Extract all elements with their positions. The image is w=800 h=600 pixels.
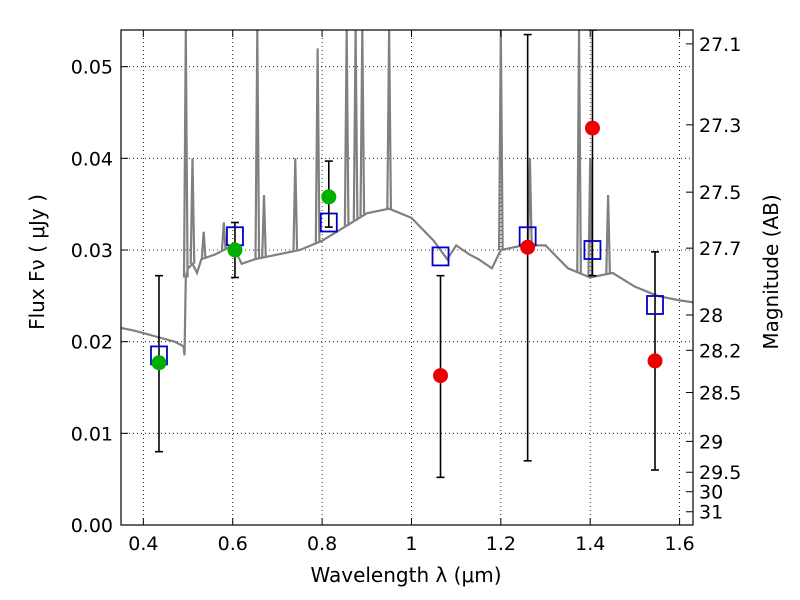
detection-point (227, 242, 243, 258)
emission-line (497, 30, 504, 251)
emission-line (220, 222, 227, 251)
magnitude-tick-label: 30 (699, 482, 723, 504)
y-tick-label: 0.04 (71, 148, 113, 170)
x-tick-label: 1.4 (575, 533, 605, 555)
observed-point (520, 239, 536, 255)
x-tick-label: 1.2 (486, 533, 516, 555)
x-axis-label: Wavelength λ (μm) (310, 563, 501, 587)
plot-frame (120, 29, 694, 526)
model-spectrum-line (121, 207, 693, 356)
magnitude-tick-label: 27.7 (699, 238, 741, 260)
magnitude-tick-label: 28.2 (699, 340, 741, 362)
y-axis-ticks: 0.00 0.01 0.02 0.03 0.04 0.05 (71, 57, 128, 537)
filled-circle-markers (151, 120, 663, 384)
magnitude-tick-label: 28.5 (699, 382, 741, 404)
plot-area (121, 30, 693, 479)
magnitude-tick-label: 27.5 (699, 182, 741, 204)
detection-point (321, 189, 337, 205)
x-tick-label: 0.4 (128, 533, 158, 555)
emission-line (605, 194, 611, 274)
observed-point (647, 353, 663, 369)
emission-line (359, 30, 366, 217)
emission-line (182, 30, 189, 278)
magnitude-tick-label: 29.5 (699, 462, 741, 484)
x-tick-label: 1 (405, 533, 417, 555)
y-tick-label: 0.03 (71, 240, 113, 262)
model-photometry-square (319, 212, 338, 233)
emission-line (189, 158, 196, 264)
detection-point (151, 355, 167, 371)
emission-line (527, 158, 533, 246)
y-tick-label: 0.05 (71, 57, 113, 79)
model-photometry-square (431, 246, 450, 267)
y-tick-label: 0.00 (71, 515, 113, 537)
emission-line (292, 158, 299, 251)
emission-line (314, 48, 321, 243)
magnitude-tick-label: 29 (699, 431, 723, 453)
emission-line (343, 30, 350, 226)
emission-line (576, 30, 582, 273)
observed-point (584, 120, 600, 136)
x-tick-label: 0.6 (218, 533, 248, 555)
y-axis-label: Flux Fν ( μJy ) (25, 194, 49, 330)
observed-point (433, 368, 449, 384)
magnitude-tick-label: 27.3 (699, 115, 741, 137)
x-tick-label: 1.6 (664, 533, 694, 555)
magnitude-tick-label: 31 (699, 502, 723, 524)
magnitude-tick-label: 27.1 (699, 34, 741, 56)
emission-line (254, 30, 261, 259)
y-tick-label: 0.02 (71, 332, 113, 354)
emission-line (587, 158, 594, 278)
model-photometry-square (583, 240, 602, 260)
x-tick-label: 0.8 (307, 533, 337, 555)
emission-lines (182, 30, 611, 278)
x-axis-ticks: 0.4 0.6 0.8 1 1.2 1.4 1.6 (128, 30, 695, 555)
emission-line (386, 30, 393, 209)
emission-line (352, 30, 359, 221)
magnitude-axis-label: Magnitude (AB) (759, 194, 783, 349)
emission-line (200, 231, 207, 259)
y-tick-label: 0.01 (71, 423, 113, 445)
magnitude-tick-label: 28 (699, 305, 723, 327)
model-photometry-square (646, 295, 664, 315)
emission-line (261, 194, 267, 258)
